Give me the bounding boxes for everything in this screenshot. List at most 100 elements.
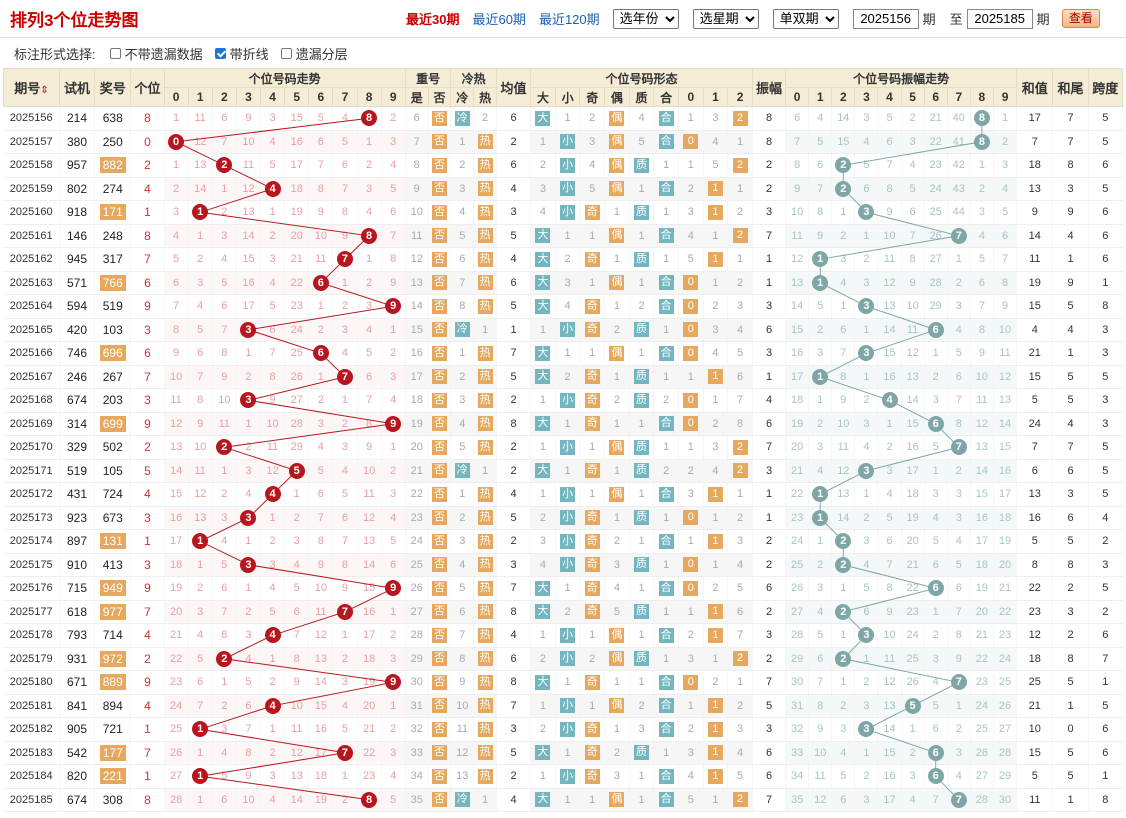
omission-cell: 1 <box>381 435 406 460</box>
repeat-yes-cell: 24 <box>405 529 429 554</box>
period-120-link[interactable]: 最近120期 <box>538 12 600 27</box>
avg-cell: 2 <box>496 458 532 483</box>
amp-omission-cell: 27 <box>785 600 810 624</box>
amp-omission-cell: 1 <box>854 647 879 671</box>
amp-omission-cell: 11 <box>808 764 833 789</box>
form-cell: 合 <box>653 294 679 319</box>
sum-cell: 7 <box>1016 130 1054 154</box>
trend-cell: 1 <box>188 717 213 742</box>
amp-digit-header: 2 <box>831 87 856 107</box>
form-cell: 3 <box>727 294 753 319</box>
period-to-input[interactable] <box>966 8 1033 29</box>
form-tag: 合 <box>658 768 674 784</box>
omission-cell: 14 <box>236 223 262 248</box>
period-cell: 2025165 <box>3 318 60 342</box>
odd-even-select[interactable]: 单双期 <box>772 8 839 29</box>
option-polyline[interactable]: 带折线 <box>214 44 269 63</box>
period-60-link[interactable]: 最近60期 <box>472 12 526 27</box>
win-number-highlight: 177 <box>99 744 126 761</box>
amp-omission-cell: 3 <box>901 764 925 789</box>
form-cell: 奇 <box>579 600 606 624</box>
checkbox-omission-layer[interactable] <box>280 47 292 59</box>
form-cell: 小 <box>555 177 581 201</box>
col-period[interactable]: 期号⇕ <box>3 68 60 107</box>
option-omission-layer[interactable]: 遗漏分层 <box>280 44 348 63</box>
form-tag: 合 <box>658 416 674 432</box>
span-cell: 5 <box>1088 458 1124 483</box>
table-row: 2025174 897 131 1 17 1 4 1 2 3 8 7 13 5 24 否 3 热 2 3 小奇 2 1 合 1 1… <box>3 529 1124 554</box>
checkbox-polyline[interactable] <box>214 47 226 59</box>
repeat-yes-cell: 19 <box>405 412 429 436</box>
amp-omission-cell: 4 <box>831 271 856 295</box>
hot-tag: 热 <box>477 651 493 667</box>
trend-cell: 8 <box>357 106 382 131</box>
amp-omission-cell: 9 <box>877 600 902 624</box>
form-tag: 0 <box>683 322 699 338</box>
span-cell: 5 <box>1088 177 1124 201</box>
sort-icon[interactable]: ⇕ <box>40 85 49 96</box>
omission-cell: 4 <box>357 318 382 342</box>
amp-omission-cell: 5 <box>831 764 856 789</box>
option-no-omission[interactable]: 不带遗漏数据 <box>109 44 203 63</box>
form-cell: 1 <box>653 506 679 530</box>
amp-cell: 5 <box>752 693 787 718</box>
form-cell: 1 <box>727 670 753 695</box>
form-tag: 合 <box>658 298 674 314</box>
amp-omission-cell: 4 <box>831 741 856 765</box>
hot-cell: 热 <box>473 153 497 178</box>
amp-omission-cell: 3 <box>947 741 971 765</box>
omission-cell: 15 <box>164 482 189 507</box>
query-button[interactable]: 查看 <box>1061 9 1100 28</box>
trial-cell: 905 <box>59 717 96 742</box>
omission-cell: 1 <box>260 647 286 671</box>
amp-omission-cell: 6 <box>947 576 971 601</box>
span-cell: 8 <box>1088 294 1124 319</box>
form-cell: 3 <box>678 647 704 671</box>
form-cell: 奇 <box>579 365 606 389</box>
span-cell: 5 <box>1088 130 1124 154</box>
omission-cell: 1 <box>332 764 358 789</box>
form-tag: 质 <box>634 557 650 573</box>
omission-cell: 6 <box>308 482 334 507</box>
amp-omission-cell: 18 <box>993 506 1018 530</box>
trial-cell: 431 <box>59 482 96 507</box>
period-30-link[interactable]: 最近30期 <box>406 12 460 27</box>
omission-cell: 13 <box>308 647 334 671</box>
form-cell: 合 <box>653 106 679 131</box>
trend-cell: 4 <box>260 693 286 718</box>
weekday-select[interactable]: 选星期 <box>692 8 759 29</box>
avg-cell: 6 <box>496 647 532 671</box>
omission-cell: 8 <box>260 365 286 389</box>
sum-cell: 10 <box>1016 717 1054 742</box>
form-tag: 奇 <box>584 745 600 761</box>
checkbox-no-omission[interactable] <box>109 47 121 59</box>
amp-digit-header: 3 <box>854 87 879 107</box>
form-cell: 奇 <box>579 741 606 765</box>
omission-cell: 3 <box>357 177 382 201</box>
form-tag: 大 <box>535 228 551 244</box>
amp-omission-cell: 4 <box>901 153 925 178</box>
form-cell: 1 <box>703 741 729 765</box>
form-tag: 合 <box>658 580 674 596</box>
amp-omission-cell: 12 <box>831 458 856 483</box>
amp-omission-cell: 26 <box>901 670 925 695</box>
avg-cell: 2 <box>496 529 532 554</box>
form-cell: 2 <box>727 106 753 131</box>
position-cell: 1 <box>130 764 165 789</box>
year-select[interactable]: 选年份 <box>612 8 679 29</box>
omission-cell: 2 <box>236 365 262 389</box>
form-cell: 1 <box>530 693 556 718</box>
form-cell: 1 <box>653 553 679 577</box>
omission-cell: 8 <box>308 529 334 554</box>
win-cell: 724 <box>94 482 132 507</box>
win-cell: 949 <box>94 576 132 601</box>
form-cell: 1 <box>629 482 655 507</box>
omission-cell: 8 <box>308 177 334 201</box>
amp-omission-cell: 6 <box>970 271 994 295</box>
period-from-input[interactable] <box>852 8 919 29</box>
period-cell: 2025179 <box>3 647 60 671</box>
form-cell: 偶 <box>604 341 630 366</box>
form-cell: 7 <box>727 388 753 413</box>
amp-trend-cell: 1 <box>808 247 833 272</box>
amp-omission-cell: 15 <box>785 318 810 342</box>
